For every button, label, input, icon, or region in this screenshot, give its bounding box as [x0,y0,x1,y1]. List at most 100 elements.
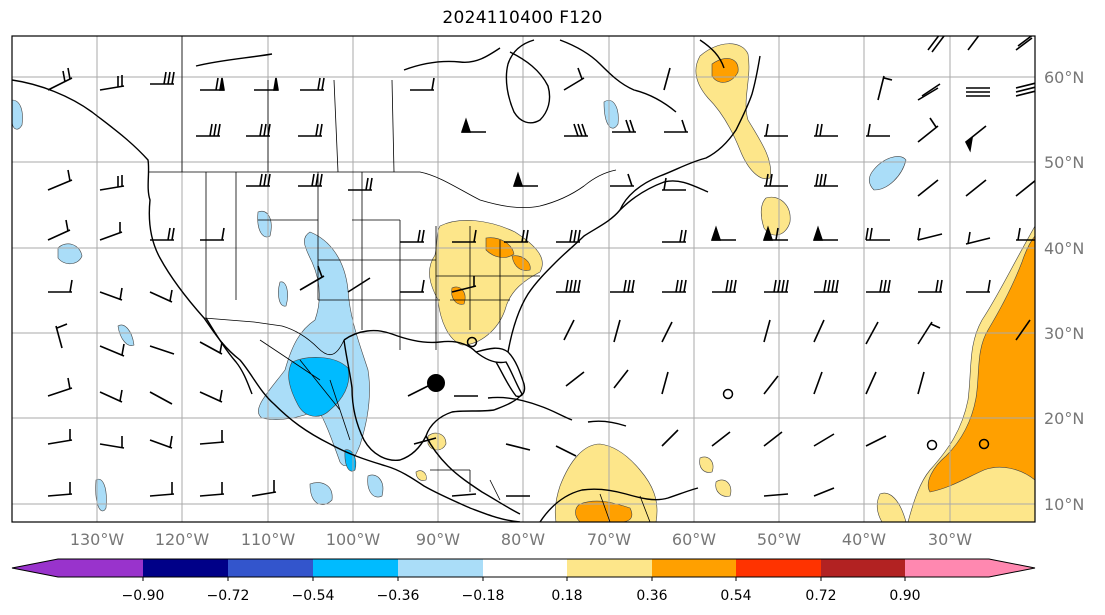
wind-barb [814,279,839,293]
wind-barb [763,319,771,343]
wind-barb [246,123,271,137]
wind-barb [149,289,173,303]
yellow-patch-atlantic-s1 [699,456,714,473]
wind-barb [512,171,538,187]
wind-barb [917,83,941,101]
lat-axis: 60°N 50°N 40°N 30°N 20°N 10°N [1044,68,1084,514]
lon-tick-label: 80°W [501,530,545,549]
lon-tick-label: 90°W [416,530,460,549]
wind-barb [877,75,893,101]
wind-barb [917,227,943,241]
wind-barb [661,321,673,343]
wind-barb [610,173,634,187]
colorbar: −0.90 −0.72 −0.54 −0.36 −0.18 0.18 0.36 … [11,558,1036,604]
blue-patch-west-coast [12,99,23,130]
wind-barb [505,443,531,451]
lat-tick-label: 20°N [1044,409,1084,428]
wind-barb [966,87,990,97]
coast-cuba [487,396,573,421]
wind-barb [866,279,891,293]
yellow-patch-atlantic-s3 [876,492,907,522]
wind-barb [150,71,175,85]
colorbar-max-arrow [989,559,1035,577]
wind-barb [200,77,225,91]
lat-tick-label: 50°N [1044,153,1084,172]
wind-barb [504,229,529,243]
shading-layer [12,43,1035,522]
colorbar-segment [398,559,483,577]
wind-barb [451,276,477,293]
wind-barb [612,119,636,133]
wind-barb [866,123,890,137]
wind-barb [563,67,585,91]
blue-patch-hudson [603,100,619,129]
lon-tick-label: 40°W [842,530,886,549]
wind-barb [764,123,788,137]
blue-patch-atlantic [868,156,907,191]
lon-tick-label: 130°W [70,530,125,549]
wind-barb [348,177,373,191]
border-us-canada [148,169,617,208]
wind-barb [556,229,581,243]
wind-barb [613,369,629,389]
wind-barb [662,279,687,293]
wind-barb [410,77,435,91]
wind-barb [47,377,73,397]
wind-barb [663,67,671,91]
colorbar-segment [143,559,228,577]
lat-lon-grid [12,36,1035,522]
wind-barb [47,169,73,191]
wind-barb [662,177,686,191]
wind-barb [812,225,838,241]
wind-barb [99,436,125,449]
coast-gulf-mexico [343,329,523,461]
colorbar-label: −0.54 [292,588,335,604]
blue-core-mexico [288,357,350,417]
coast-north-america-west [12,79,521,522]
wind-barb [1015,82,1035,97]
wind-barb [413,437,437,445]
wind-barb [917,117,939,143]
wind-barb [196,123,221,137]
border-central-america [430,469,501,501]
wind-barb [764,279,789,293]
wind-barb [254,77,279,91]
wind-barb [661,371,669,395]
colorbar-segment [652,559,736,577]
wind-barb [813,487,835,497]
wind-barb [964,125,987,153]
colorbar-ticks [142,577,906,581]
blue-patch-idaho [278,281,288,307]
yellow-region-caribbean [554,443,658,522]
large-dot-gulf-marker [427,374,445,392]
wind-barb [251,480,277,497]
yellow-patch-atlantic-s2 [715,479,732,497]
wind-barb [1015,36,1033,51]
wind-barb [47,429,73,445]
wind-barb [149,482,175,497]
orange-region-east-atlantic [927,235,1035,493]
wind-barbs [47,36,1035,497]
lon-axis: 130°W 120°W 110°W 100°W 90°W 80°W 70°W 6… [70,530,972,549]
wind-barb [965,179,987,197]
wind-barb [563,319,575,341]
coast-canada-east [619,55,761,211]
wind-barb [199,430,225,445]
wind-barb [149,391,173,405]
wind-barb [452,229,477,243]
wind-barb [1015,319,1031,341]
colorbar-outline [11,558,1036,578]
border-south-america [599,493,651,522]
map-content [12,36,1035,522]
wind-barb [199,341,223,355]
open-circle-marker [722,388,734,400]
lat-tick-label: 10°N [1044,495,1084,514]
wind-barb [1016,227,1035,241]
colorbar-label: 0.72 [805,588,836,604]
wind-barb [865,435,887,447]
wind-barb [298,173,323,187]
wind-barb [99,75,125,91]
wind-barb [299,265,325,291]
colorbar-min-arrow [12,559,58,577]
wind-barb [149,345,175,355]
